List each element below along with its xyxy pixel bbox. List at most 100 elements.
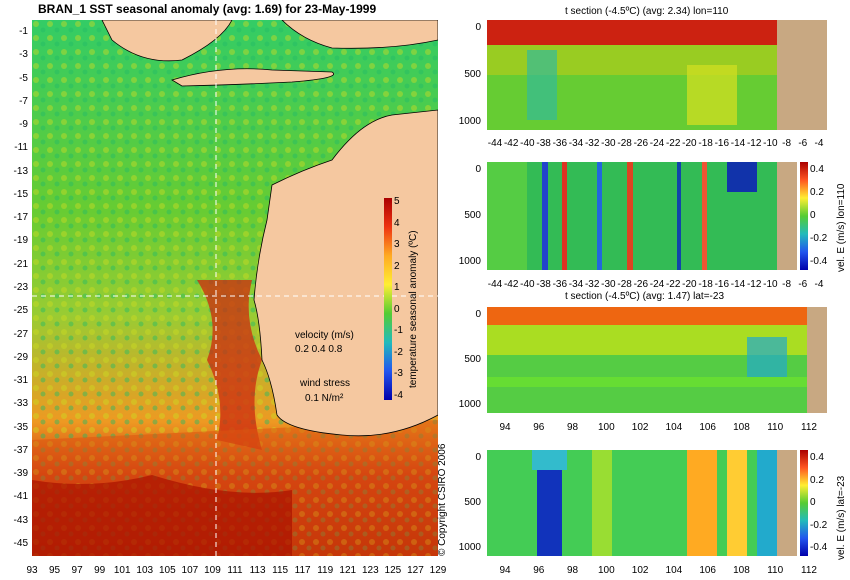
tick-label: -4 xyxy=(814,138,824,149)
tick-label: -0.2 xyxy=(810,519,828,531)
tick-label: 101 xyxy=(113,565,131,576)
tick-label: 500 xyxy=(464,354,481,365)
tick-label: -12 xyxy=(746,138,762,149)
tick-label: -23 xyxy=(13,282,28,293)
tick-label: 103 xyxy=(136,565,154,576)
panel4-colorbar-label: vel. E (m/s) lat=-23 xyxy=(836,475,847,560)
tick-label: 105 xyxy=(158,565,176,576)
tick-label: 1000 xyxy=(458,256,481,267)
tick-label: -38 xyxy=(536,138,551,149)
panel3-graphic xyxy=(487,307,827,413)
tick-label: 119 xyxy=(317,565,334,576)
tick-label: -42 xyxy=(503,138,519,149)
tick-label: -22 xyxy=(665,279,681,290)
sst-anomaly-map[interactable] xyxy=(32,20,438,556)
tick-label: 109 xyxy=(204,565,221,576)
tick-label: 5 xyxy=(394,196,400,207)
panel2-colorbar xyxy=(800,162,808,270)
tick-label: -24 xyxy=(649,138,665,149)
tick-label: 123 xyxy=(361,565,379,576)
panel1-temperature-section[interactable] xyxy=(487,20,827,130)
tick-label: -33 xyxy=(13,398,28,410)
map-colorbar-label: temperature seasonal anomaly (ºC) xyxy=(408,230,419,388)
tick-label: 117 xyxy=(294,565,311,576)
tick-label: 4 xyxy=(394,217,400,229)
velocity-scale: 0.2 0.4 0.8 xyxy=(295,344,343,355)
panel4-velocity-section[interactable] xyxy=(487,450,797,556)
tick-label: -3 xyxy=(19,49,28,61)
tick-label: 113 xyxy=(249,565,266,576)
tick-label: 115 xyxy=(272,565,289,576)
tick-label: -34 xyxy=(568,279,584,290)
tick-label: -7 xyxy=(19,95,28,107)
tick-label: -31 xyxy=(13,375,28,387)
tick-label: 121 xyxy=(339,565,357,576)
tick-label: -44 xyxy=(487,279,503,290)
tick-label: 129 xyxy=(429,565,447,576)
tick-label: 0 xyxy=(394,303,400,315)
panel2-velocity-section[interactable] xyxy=(487,162,797,270)
map-x-axis: 93 95 97 99 101 103 105 107 109 111 113 115 117 119 12… xyxy=(26,565,446,578)
tick-label: 104 xyxy=(665,565,683,576)
map-colorbar-ticks: 5 4 3 2 1 0 -1 -2 -3 -4 xyxy=(394,196,414,401)
tick-label: 112 xyxy=(801,565,817,576)
panel3-x-axis: 94 96 98 100 102 104 106 108 110 112 xyxy=(487,423,827,435)
panel4-graphic xyxy=(487,450,797,556)
tick-label: 98 xyxy=(566,565,579,576)
tick-label: -36 xyxy=(552,138,568,149)
copyright-text: © Copyright CSIRO 2006 xyxy=(437,443,448,556)
panel4-x-axis: 94 96 98 100 102 104 106 108 110 112 xyxy=(487,566,827,578)
tick-label: -26 xyxy=(633,279,649,290)
tick-label: -14 xyxy=(730,279,746,290)
tick-label: -18 xyxy=(698,279,713,290)
tick-label: -10 xyxy=(763,138,778,149)
tick-label: -40 xyxy=(520,279,535,290)
tick-label: -30 xyxy=(601,138,616,149)
tick-label: 106 xyxy=(699,565,716,576)
tick-label: 127 xyxy=(407,565,424,576)
tick-label: -29 xyxy=(13,351,28,363)
tick-label: 110 xyxy=(767,422,784,433)
tick-label: -40 xyxy=(520,138,535,149)
panel2-graphic xyxy=(487,162,797,270)
tick-label: -34 xyxy=(568,138,584,149)
tick-label: 1 xyxy=(394,282,400,294)
panel3-temperature-section[interactable] xyxy=(487,307,827,413)
tick-label: 0 xyxy=(475,164,481,175)
tick-label: -8 xyxy=(782,279,792,290)
tick-label: 1000 xyxy=(458,542,481,553)
tick-label: 0 xyxy=(475,22,481,33)
tick-label: -32 xyxy=(584,279,600,290)
tick-label: -42 xyxy=(503,279,519,290)
tick-label: 500 xyxy=(464,497,481,508)
tick-label: -22 xyxy=(665,138,681,149)
tick-label: -18 xyxy=(698,138,713,149)
tick-label: -32 xyxy=(584,138,600,149)
panel1-graphic xyxy=(487,20,827,130)
tick-label: 100 xyxy=(597,565,615,576)
tick-label: 1000 xyxy=(458,116,481,127)
tick-label: 112 xyxy=(801,422,817,433)
tick-label: -3 xyxy=(394,368,403,380)
tick-label: -10 xyxy=(763,279,778,290)
panel4-colorbar xyxy=(800,450,808,556)
tick-label: -0.4 xyxy=(810,256,828,267)
tick-label: -28 xyxy=(617,279,632,290)
tick-label: 500 xyxy=(464,210,481,221)
tick-label: -4 xyxy=(394,390,403,401)
tick-label: -13 xyxy=(13,165,28,177)
tick-label: -0.2 xyxy=(810,233,828,244)
panel1-y-axis: 0 500 1000 xyxy=(455,20,483,130)
tick-label: 104 xyxy=(665,422,683,433)
tick-label: -44 xyxy=(487,138,503,149)
tick-label: -24 xyxy=(649,279,665,290)
tick-label: 1000 xyxy=(458,399,481,410)
panel2-x-axis: -44 -42 -40 -38 -36 -34 -32 -30 -28 -26 -24 -22 -20-… xyxy=(487,280,827,292)
map-colorbar xyxy=(384,198,392,400)
tick-label: -28 xyxy=(617,138,632,149)
tick-label: -38 xyxy=(536,279,551,290)
panel2-colorbar-ticks: 0.4 0.2 0 -0.2 -0.4 xyxy=(810,162,834,270)
tick-label: -20 xyxy=(682,279,697,290)
tick-label: 99 xyxy=(94,565,106,576)
tick-label: -6 xyxy=(798,138,808,149)
